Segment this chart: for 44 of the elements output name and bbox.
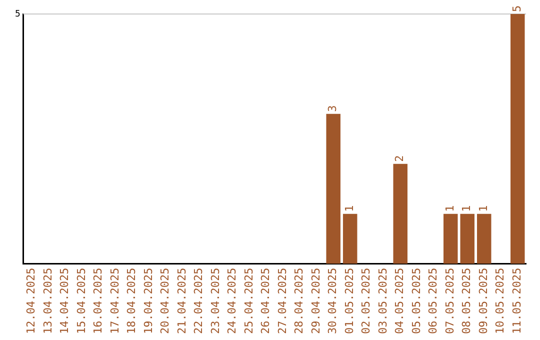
x-tick-label: 17.04.2025: [108, 268, 122, 334]
x-tick-label: 12.04.2025: [24, 268, 38, 334]
bar: [510, 14, 525, 264]
x-tick-label: 19.04.2025: [142, 268, 155, 334]
x-tick-label: 24.04.2025: [226, 268, 239, 334]
x-tick-label: 29.04.2025: [309, 268, 322, 334]
bar: [393, 164, 408, 264]
x-tick-label: 23.04.2025: [208, 268, 222, 334]
x-tick-label: 25.04.2025: [242, 268, 256, 334]
x-tick-label: 06.05.2025: [426, 268, 440, 334]
x-tick-label: 26.04.2025: [259, 268, 272, 334]
x-tick-label: 21.04.2025: [175, 268, 188, 334]
data-label: 3: [326, 105, 340, 112]
x-tick-label: 08.05.2025: [460, 268, 474, 334]
data-label: 1: [443, 205, 456, 212]
x-tick-label: 14.04.2025: [58, 268, 72, 334]
x-tick-label: 15.04.2025: [74, 268, 88, 334]
x-tick-label: 30.04.2025: [326, 268, 340, 334]
x-tick-label: 09.05.2025: [476, 268, 490, 334]
x-tick-label: 13.04.2025: [41, 268, 54, 334]
data-label: 1: [476, 205, 490, 212]
x-tick-label: 04.05.2025: [393, 268, 406, 334]
x-tick-label: 02.05.2025: [360, 268, 373, 334]
x-tick-label: 28.04.2025: [292, 268, 306, 334]
x-tick-label: 01.05.2025: [342, 268, 356, 334]
x-tick-label: 07.05.2025: [443, 268, 456, 334]
data-label: 2: [393, 155, 406, 162]
bar: [326, 114, 340, 264]
x-tick-label: 11.05.2025: [510, 268, 524, 334]
bar: [477, 214, 492, 264]
x-tick-label: 03.05.2025: [376, 268, 390, 334]
x-tick-label: 27.04.2025: [276, 268, 289, 334]
x-tick-label: 05.05.2025: [410, 268, 423, 334]
x-tick-label: 20.04.2025: [158, 268, 172, 334]
x-tick-label: 22.04.2025: [192, 268, 206, 334]
bar: [443, 214, 458, 264]
x-tick-label: 10.05.2025: [494, 268, 507, 334]
x-tick-label: 16.04.2025: [92, 268, 105, 334]
data-label: 5: [510, 5, 524, 12]
bar: [342, 214, 358, 264]
data-label: 1: [342, 205, 356, 212]
data-label: 1: [460, 205, 474, 212]
x-tick-label: 18.04.2025: [125, 268, 138, 334]
bar: [460, 214, 474, 264]
